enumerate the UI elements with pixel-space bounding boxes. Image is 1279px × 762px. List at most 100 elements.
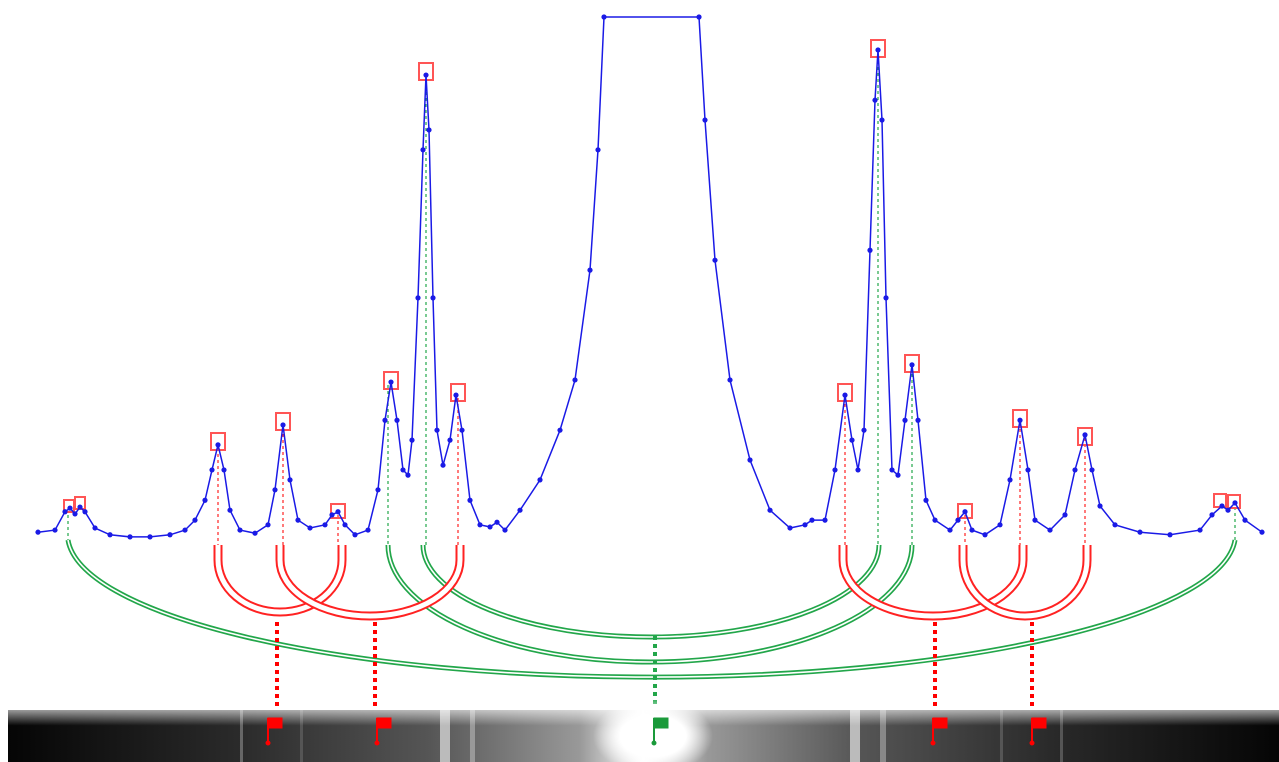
profile-point [879,117,884,122]
profile-point [969,527,974,532]
profile-point [192,518,197,523]
profile-point [712,258,717,263]
profile-point [382,418,387,423]
peak-markers [64,40,1240,518]
profile-point [1137,530,1142,535]
profile-point [477,522,482,527]
profile-point [1017,418,1022,423]
profile-point [322,522,327,527]
profile-point [67,505,72,510]
profile-point [727,377,732,382]
profile-point [92,525,97,530]
detector-image [8,698,1279,762]
profile-point [426,127,431,132]
profile-line [38,17,1262,537]
profile-point [77,504,82,509]
profile-point [375,487,380,492]
profile-point [342,522,347,527]
profile-point [1097,503,1102,508]
profile-point [997,522,1002,527]
profile-point [1007,477,1012,482]
profile-point [400,467,405,472]
profile-point [895,473,900,478]
profile-point [487,524,492,529]
profile-point [572,377,577,382]
profile-point [494,520,499,525]
profile-point [35,530,40,535]
profile-point [867,248,872,253]
profile-point [802,522,807,527]
profile-point [215,442,220,447]
profile-point [696,14,701,19]
profile-point [434,428,439,433]
profile-point [420,147,425,152]
profile-point [405,473,410,478]
profile-point [889,467,894,472]
profile-point [587,268,592,273]
profile-point [409,438,414,443]
profile-point [1209,512,1214,517]
profile-point [915,418,920,423]
profile-point [1025,467,1030,472]
profile-point [440,463,445,468]
profile-point [52,527,57,532]
profile-point [517,508,522,513]
profile-point [849,438,854,443]
profile-point [1072,467,1077,472]
profile-point [932,518,937,523]
profile-point [962,509,967,514]
profile-point [955,518,960,523]
profile-point [423,72,428,77]
profile-point [280,422,285,427]
profile-point [767,508,772,513]
profile-point [72,511,77,516]
profile-point [947,527,952,532]
profile-point [252,531,257,536]
profile-point [855,467,860,472]
profile-point [502,527,507,532]
profile-point [388,379,393,384]
profile-point [1112,522,1117,527]
profile-point [365,527,370,532]
peak-connectors [68,55,1235,545]
profile-point [272,487,277,492]
profile-point [447,438,452,443]
profile-point [107,532,112,537]
profile-point [237,527,242,532]
profile-point [352,532,357,537]
profile-point [287,477,292,482]
profile-point [82,509,87,514]
profile-point [595,147,600,152]
profile-point [909,362,914,367]
profile-point [265,522,270,527]
profile-point [182,527,187,532]
profile-point [1219,503,1224,508]
profile-point [822,518,827,523]
profile-point [127,534,132,539]
profile [35,14,1264,539]
profile-point [842,393,847,398]
profile-point [601,14,606,19]
profile-point [147,534,152,539]
profile-point [62,509,67,514]
profile-point [923,498,928,503]
profile-point [1242,518,1247,523]
profile-point [1225,508,1230,513]
profile-point [430,295,435,300]
ring-arcs [68,540,1235,677]
profile-point [872,98,877,103]
profile-point [335,509,340,514]
profile-point [415,295,420,300]
profile-point [1197,527,1202,532]
profile-point [467,498,472,503]
profile-point [883,295,888,300]
profile-point [809,518,814,523]
profile-point [537,477,542,482]
profile-point [902,418,907,423]
profile-point [202,498,207,503]
profile-point [295,518,300,523]
profile-point [982,532,987,537]
profile-point [459,428,464,433]
profile-point [747,457,752,462]
profile-point [307,525,312,530]
